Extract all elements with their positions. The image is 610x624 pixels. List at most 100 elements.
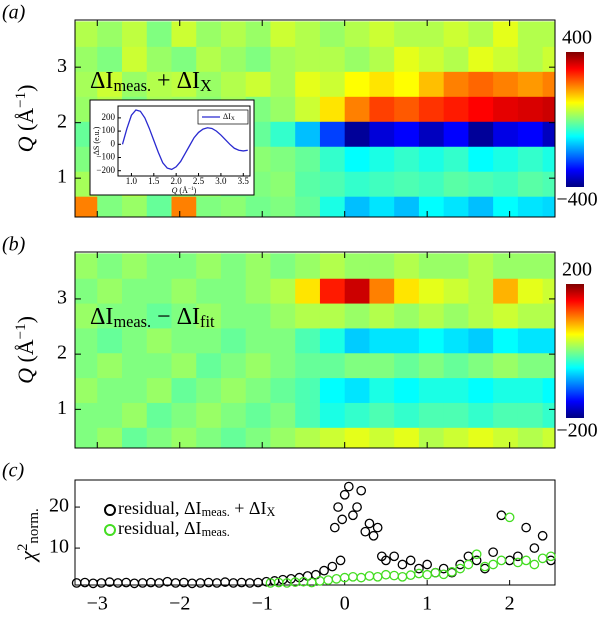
scatter-point [381, 555, 391, 566]
heat-cell [493, 146, 519, 172]
annotation-part: ΔI [90, 304, 113, 330]
heat-cell [418, 146, 445, 172]
scatter-point [537, 553, 548, 564]
heat-cell [270, 427, 296, 448]
heat-cell [517, 352, 544, 379]
heat-cell [542, 46, 555, 72]
heat-cell [493, 278, 519, 304]
scatter-point [348, 571, 358, 582]
x-tick-label: 1 [422, 593, 432, 615]
scatter-point [513, 557, 523, 568]
heat-cell [270, 21, 296, 47]
y-tick-label: 3 [57, 287, 67, 309]
y-axis-label-part: χ [15, 550, 40, 563]
x-tick-label: 0 [340, 593, 350, 615]
heat-cell [418, 96, 445, 122]
heat-cell [394, 71, 420, 97]
heat-cell [542, 71, 555, 97]
heat-cell [75, 71, 98, 97]
heat-cell [542, 253, 555, 279]
scatter-point [331, 573, 342, 584]
scatter-point [405, 570, 416, 581]
heat-cell [394, 96, 420, 122]
colorbar [566, 284, 584, 418]
scatter-point [327, 561, 338, 572]
heat-cell [542, 146, 555, 172]
heat-cell [97, 21, 123, 47]
inset-x-tick-label: 1.0 [126, 176, 138, 186]
scatter-point [504, 512, 515, 523]
scatter-point [129, 578, 140, 589]
heat-cell [493, 352, 519, 379]
heat-cell [493, 303, 519, 329]
heat-cell [493, 21, 519, 47]
heat-cell [344, 46, 370, 72]
heat-cell [295, 402, 321, 428]
heat-cell [97, 196, 123, 217]
heat-cell [122, 427, 148, 448]
heat-cell [443, 352, 469, 379]
x-tick-label: −2 [169, 593, 190, 615]
heat-cell [443, 377, 469, 403]
heat-cell [517, 278, 544, 304]
heat-cell [468, 21, 494, 47]
heat-cell [493, 402, 519, 428]
scatter-point [463, 559, 474, 570]
heat-cell [75, 46, 98, 72]
heat-cell [220, 196, 247, 217]
heat-cell [319, 327, 346, 354]
heat-cell [542, 121, 555, 147]
inset-x-tick-label: 3.0 [215, 176, 227, 186]
heat-cell [493, 427, 519, 448]
scatter-point [488, 559, 498, 570]
inset-x-tick-label: 2.5 [193, 176, 205, 186]
heat-cell [344, 402, 370, 428]
cbar-tick-label: −400 [556, 189, 597, 211]
heat-cell [122, 327, 148, 354]
heat-cell [394, 253, 420, 279]
heat-cell [418, 327, 445, 354]
scatter-point [71, 578, 82, 588]
heat-cell [97, 46, 123, 72]
heat-cell [146, 327, 172, 354]
heat-cell [517, 377, 544, 403]
heat-cell [418, 21, 445, 47]
heat-cell [443, 278, 469, 304]
scatter-point [521, 522, 531, 533]
heat-cell [493, 71, 519, 97]
scatter-point [244, 578, 255, 588]
heat-cell [369, 402, 395, 428]
heat-cell [196, 327, 222, 354]
heat-cell [295, 427, 321, 448]
scatter-point [329, 522, 340, 533]
heat-cell [196, 303, 222, 329]
heat-cell [493, 96, 519, 122]
heat-cell [97, 71, 123, 97]
scatter-point [529, 543, 540, 553]
heat-cell [319, 96, 346, 122]
scatter-point [356, 485, 367, 496]
heat-cell [344, 278, 370, 304]
scatter-point [546, 551, 556, 562]
heat-cell [319, 377, 346, 403]
heat-cell [418, 303, 445, 329]
heat-cell [245, 303, 271, 329]
heat-cell [369, 427, 395, 448]
scatter-point [537, 530, 548, 541]
scatter-point [463, 551, 474, 562]
heat-cell [418, 278, 445, 304]
heat-cell [220, 303, 247, 329]
heat-cell [196, 196, 222, 217]
heat-cell [97, 427, 123, 448]
heat-cell [245, 196, 271, 217]
heat-cell [418, 46, 445, 72]
heat-cell [443, 121, 469, 147]
heat-cell [295, 21, 321, 47]
heat-cell [196, 402, 222, 428]
heat-cell [270, 196, 296, 217]
scatter-point [310, 569, 321, 580]
heat-cell [319, 46, 346, 72]
heat-cell [270, 377, 296, 403]
heat-cell [220, 352, 247, 379]
heat-cell [295, 196, 321, 217]
